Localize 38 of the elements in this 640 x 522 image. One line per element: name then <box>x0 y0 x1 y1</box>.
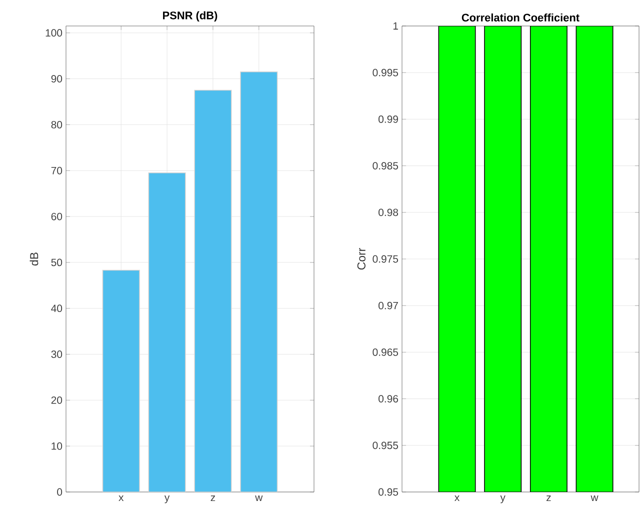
y-tick-label: 0.955 <box>372 442 398 450</box>
y-tick-label: 0.985 <box>372 162 398 170</box>
y-axis-title: Corr <box>357 248 366 270</box>
y-tick-label: 70 <box>51 166 62 174</box>
y-tick-label: 0.975 <box>372 255 398 263</box>
y-tick-label: 90 <box>51 75 62 82</box>
y-tick-label: 20 <box>51 396 62 404</box>
x-tick-label: z <box>546 496 551 502</box>
bar <box>102 270 140 492</box>
y-tick-label: 40 <box>51 304 62 312</box>
y-tick-label: 30 <box>51 350 62 358</box>
x-tick-label: z <box>210 496 216 502</box>
y-tick-label: 0.95 <box>378 488 398 496</box>
y-tick-label: 0.965 <box>372 348 398 356</box>
y-tick-label: 0.96 <box>378 395 398 402</box>
y-tick-label: 1 <box>393 22 398 30</box>
y-tick-label: 10 <box>52 442 62 450</box>
y-tick-label: 0.98 <box>378 208 398 216</box>
chart-title: Correlation Coefficient <box>462 13 580 22</box>
x-tick-label: w <box>590 496 598 502</box>
x-tick-label: w <box>255 496 263 502</box>
y-tick-label: 50 <box>51 258 62 266</box>
x-tick-label: y <box>500 496 506 504</box>
x-tick-label: x <box>454 496 460 502</box>
bar <box>148 172 186 492</box>
y-axis-title: dB <box>30 252 38 266</box>
y-tick-label: 80 <box>51 120 62 128</box>
bar <box>240 71 278 492</box>
y-tick-label: 0.99 <box>378 115 398 123</box>
x-tick-label: x <box>118 496 124 502</box>
y-tick-label: 0.995 <box>372 68 398 76</box>
y-tick-label: 100 <box>46 29 62 37</box>
chart-title: PSNR (dB) <box>163 11 218 22</box>
y-tick-label: 0 <box>57 488 62 496</box>
bar <box>194 90 232 492</box>
y-tick-label: 60 <box>51 212 62 220</box>
y-tick-label: 0.97 <box>378 302 398 310</box>
x-tick-label: y <box>164 496 170 504</box>
